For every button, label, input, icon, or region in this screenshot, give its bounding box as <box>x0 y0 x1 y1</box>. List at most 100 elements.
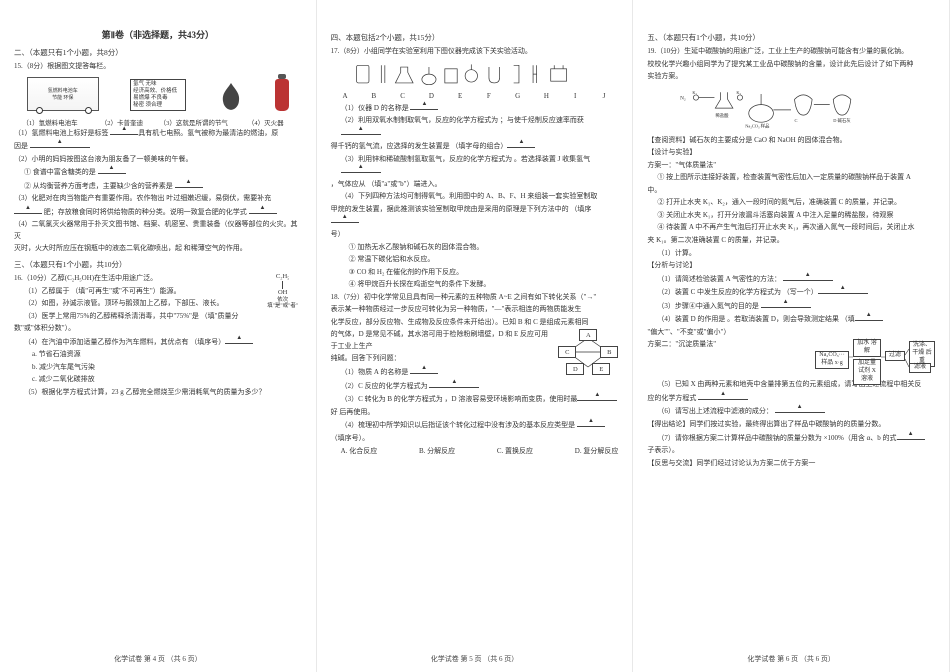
blank <box>775 405 825 413</box>
q18-4b: （填序号）。 <box>331 433 619 445</box>
q16-4: （4）在汽油中添加适量乙醇作为汽车燃料，其优点有 （填序号） <box>14 336 302 349</box>
p3-6: （6）请写出上述流程中滤液的成分： <box>647 405 935 418</box>
blank <box>577 419 605 427</box>
q17-2: （2）利用双氧水制制取氧气，反应的化学方程式为 ；与使千烃制反应速率而获 <box>331 115 619 139</box>
footer-5: 化学试卷 第 5 页 （共 6 页） <box>317 654 633 664</box>
q16-head: C₂H₅ OH 依次填"是"或"者" 16.（10分）乙醇(C₂H₅OH)在生活… <box>14 273 302 285</box>
p1-4: ④ 待装置 A 中不再产生气泡后打开止水夹 K₁，再次通入氮气一段时间后，关闭止… <box>647 222 935 234</box>
p3-5b: 应的化学方程式 <box>647 392 935 405</box>
blank <box>249 206 277 214</box>
q17-1: （1）仪器 D 的名称是 <box>331 102 619 115</box>
apparatus-2: N₂ K₁ 稀盐酸 K₂ Na₂CO₃ 样品 C D 碱石灰 <box>647 87 935 131</box>
q15-3: （3）化肥对在肉当物能产有重要作用。农作物出 叶过细嫩迟缓，易倒伏，需要补充 <box>14 193 302 205</box>
analy-head: 【分析与讨论】 <box>647 260 935 272</box>
q16-1: （1）乙醇属于 （填"可再生"或"不可再生"）能源。 <box>14 286 302 298</box>
opt-C: C. 置换反应 <box>497 446 533 456</box>
an-4b: "偏大""、"不变"或"偏小"） <box>647 327 935 339</box>
blank <box>698 392 748 400</box>
p1-1: ① 按上图所示连接好装置，检查装置气密性后加入一定质量的碳酸钠样品于装置 A <box>647 172 935 184</box>
cross-diagram: A C B D E <box>558 329 618 375</box>
q17-o1: ① 加热无水乙酸钠和碱石灰的固体混合物。 <box>331 242 619 254</box>
p1-1b: 中。 <box>647 185 935 197</box>
apparatus-row <box>331 60 619 90</box>
q15-4b: 灭时，火大时所应压在钢瓶中的液态二氧化碳喷出，起 和稀薄空气的作用。 <box>14 243 302 255</box>
al-H: H <box>532 92 561 100</box>
sec4-head: 四、本题包括2个小题，共15分） <box>331 32 619 43</box>
apparatus-svg <box>331 60 619 90</box>
p3-5: （5）已知 X 由两种元素和地壳中含量排第五位的元素组成，请写出上述流程中相关反 <box>647 379 935 391</box>
apparatus2-svg: N₂ K₁ 稀盐酸 K₂ Na₂CO₃ 样品 C D 碱石灰 <box>676 87 906 131</box>
an-2: （2）装置 C 中发生反应的化学方程式为 （写一个） <box>647 286 935 299</box>
p1-4b: 夹 K₁。第二次准确装置 C 的质量，并记录。 <box>647 235 935 247</box>
svg-text:C: C <box>795 118 798 123</box>
q15-2-i1: ① 食谱中富含糖类的是 <box>14 166 302 179</box>
plan2: Na₂CO₃··· 样品 x·g 加水 溶解 加足量 试剂 X溶液 过滤 洗涤、… <box>647 339 935 351</box>
blank <box>14 206 42 214</box>
blank <box>331 215 359 223</box>
p1-2: ② 打开止水夹 K₁、K₂，通入一段时间的氮气后，准确装置 C 的质量，并记录。 <box>647 197 935 209</box>
q15-3b: 肥；存放粮食同时将供给物质的种分类。说明一致复合肥的化学式 <box>14 206 302 219</box>
blank <box>225 336 253 344</box>
blank <box>341 165 381 173</box>
opt-A: A. 化合反应 <box>341 446 378 456</box>
svg-text:N₂: N₂ <box>680 95 686 101</box>
q19-head: 19.（10分）生延中碳酸钠的用途广泛，工业上生产的碳酸钠可能含有少量的氯化钠。 <box>647 46 935 58</box>
blank <box>341 127 381 135</box>
p1-5: （1）计算。 <box>647 248 935 260</box>
footer-6: 化学试卷 第 6 页 （共 6 页） <box>633 654 949 664</box>
node-B: B <box>600 346 618 358</box>
q19-c: 实验方案。 <box>647 71 935 83</box>
al-E: E <box>446 92 475 100</box>
flow-diagram: Na₂CO₃··· 样品 x·g 加水 溶解 加足量 试剂 X溶液 过滤 洗涤、… <box>815 339 935 379</box>
q16-4a: a. 节省石油资源 <box>14 349 302 361</box>
extinguisher-icon <box>275 79 289 111</box>
an-3: （3）步骤④中通入氮气的目的是 <box>647 300 935 313</box>
p3-7b: 子表示）。 <box>647 445 935 457</box>
page-5: 四、本题包括2个小题，共15分） 17.（8分）小组同学在实验室利用下图仪器完成… <box>317 0 634 672</box>
q17-4: （4）下列四种方法均可制得氧气。利用图中的 A、B、F、H 来组装一套实验室制取 <box>331 191 619 203</box>
bus-illustration: 氢燃料电池车 节能 环保 <box>27 77 99 111</box>
al-F: F <box>475 92 504 100</box>
page-6: 五、（本题只有1个小题，共10分） 19.（10分）生延中碳酸钠的用途广泛，工业… <box>633 0 950 672</box>
cap-1: （1）氢燃料电池车 <box>14 117 86 127</box>
node-A: A <box>579 329 597 341</box>
q18-3b: 好 后再使用。 <box>331 407 619 419</box>
q16-2: （2）如图，孙诚示液管。顶环与鹅颈加上乙醇，下部压、液长。 <box>14 298 302 310</box>
blank <box>577 393 617 401</box>
node-D: D <box>566 363 584 375</box>
al-B: B <box>359 92 388 100</box>
concl-head: 【得出结论】同学们按过实验，最终得出算出了样品中碳酸钠的的质量分数。 <box>647 419 935 431</box>
lb-3: 易燃爆 不良毒 <box>133 95 183 102</box>
section2-title: 第Ⅱ卷（非选择题，共43分） <box>14 28 302 41</box>
svg-text:稀盐酸: 稀盐酸 <box>715 112 729 119</box>
q18-3: （3）C 转化为 B 的化学方程式为 ，D 溶液容易受环境影响而变质，使用时最 <box>331 393 619 406</box>
svg-text:D 碱石灰: D 碱石灰 <box>833 117 851 124</box>
an-4: （4）装置 D 的作用是 。若取消装置 D，则会导致测定结果 （填 <box>647 313 935 326</box>
blank <box>897 432 925 440</box>
blank <box>410 366 438 374</box>
an-1: （1）请简述检验装置 A 气密性的方法： <box>647 273 935 286</box>
design-head: 【设计与实验】 <box>647 147 935 159</box>
q15-4: （4）二氧氯灭火器常用于扑灭文图书馆、档案、机密室、贵重装备（仪器等部位的火灾。… <box>14 219 302 242</box>
flame-icon <box>218 81 244 111</box>
box-note: 【查阅资料】碱石灰的主要成分是 CaO 和 NaOH 的固体混合物。 <box>647 135 935 147</box>
bus-text-1: 氢燃料电池车 <box>28 87 98 94</box>
al-D: D <box>417 92 446 100</box>
q16-3b: 数"或"体积分数"）。 <box>14 323 302 335</box>
ethanol-struct: C₂H₅ OH 依次填"是"或"者" <box>264 273 302 310</box>
sec2-head: 二、（本题只有1个小题，共8分） <box>14 47 302 58</box>
q17-4b: 甲烷的发生装置，据此推测该实验室制取甲烷由是采用的原理是下列方法中的 （填序 <box>331 204 619 228</box>
opt-B: B. 分解反应 <box>419 446 455 456</box>
blank <box>855 313 883 321</box>
lb-1: 氢气 无味 <box>133 81 183 88</box>
sec5-head: 五、（本题只有1个小题，共10分） <box>647 32 935 43</box>
q18-2: （2）C 反应的化学方程式为 <box>331 380 619 393</box>
apparatus-labels: A B C D E F G H I J <box>331 92 619 100</box>
q19-b: 校校化学兴趣小组同学为了提究某工业品中碳酸钠的含量，设计此先后设计了如下两种 <box>647 59 935 71</box>
sec3-head: 三、（本题只有1个小题，共10分） <box>14 259 302 270</box>
node-C: C <box>558 346 576 358</box>
q16-5: （5）根据化学方程式计算，23 g 乙醇完全燃烧至少需消耗氧气的质量为多少？ <box>14 387 302 399</box>
q17-o2: ② 常温下碳化铝和水反应。 <box>331 254 619 266</box>
al-C: C <box>388 92 417 100</box>
q15-captions: （1）氢燃料电池车 （2）卡普奎迪 （3）这就是所谓的节气 （4）灭火器 <box>14 117 302 127</box>
